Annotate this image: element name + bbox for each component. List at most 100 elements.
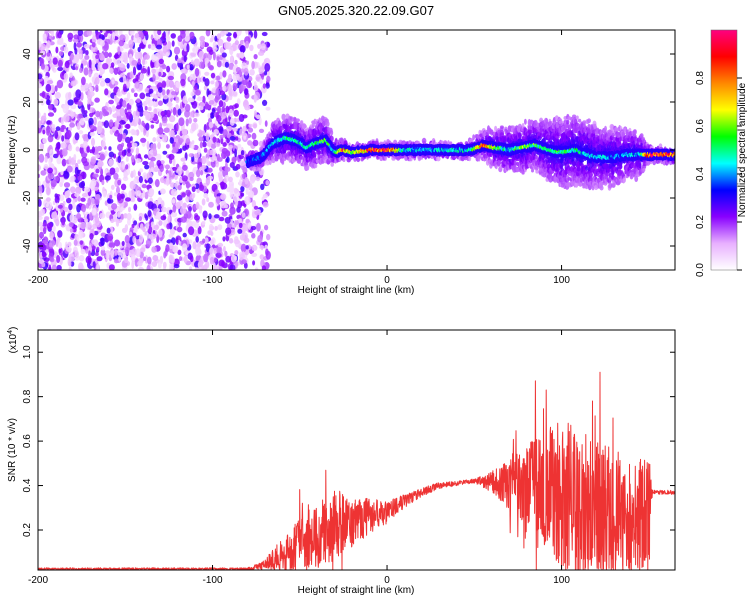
spectrogram-noise-mark xyxy=(238,84,244,93)
spectrogram-noise-mark xyxy=(189,176,194,182)
spectrogram-noise-mark xyxy=(107,233,114,242)
spectrogram-noise-mark xyxy=(156,211,160,220)
spectrogram-noise-mark xyxy=(224,61,229,68)
spectrogram-noise-mark xyxy=(185,104,191,112)
spectrogram-noise-mark xyxy=(215,87,220,97)
spectrogram-noise-mark xyxy=(150,124,155,129)
spectrogram-noise-mark xyxy=(144,191,149,200)
spectrogram-noise-mark xyxy=(91,66,97,71)
spectrogram-noise-mark xyxy=(89,112,94,118)
spectrogram-noise-mark xyxy=(258,128,265,133)
spectrogram-noise-mark xyxy=(210,72,216,79)
spectrogram-noise-mark xyxy=(151,68,157,74)
spectrogram-noise-mark xyxy=(166,223,171,230)
spectrogram-noise-mark xyxy=(233,188,239,194)
spectrogram-noise-mark xyxy=(188,153,194,158)
spectrogram-noise-mark xyxy=(52,200,56,206)
spectrogram-noise-mark xyxy=(142,161,149,166)
spectrogram-noise-mark xyxy=(126,142,133,148)
spectrogram-noise-mark xyxy=(158,220,163,226)
spectrogram-noise-mark xyxy=(234,40,239,46)
spectrogram-noise-mark xyxy=(151,261,158,267)
spectrogram-noise-mark xyxy=(234,59,238,65)
spectrogram-noise-mark xyxy=(217,224,223,231)
spectrogram-noise-mark xyxy=(48,248,55,254)
spectrogram-noise-mark xyxy=(209,256,215,265)
spectrogram-halo-mark xyxy=(306,164,310,171)
spectrogram-noise-mark xyxy=(113,172,119,180)
spectrogram-noise-mark xyxy=(137,46,141,53)
spectrogram-noise-mark xyxy=(137,260,143,267)
spectrogram-noise-mark xyxy=(92,261,96,269)
spectrogram-noise-mark xyxy=(158,71,162,77)
spectrogram-noise-mark xyxy=(120,213,124,220)
spectrogram-noise-mark xyxy=(161,80,167,88)
spectrogram-noise-mark xyxy=(57,32,62,39)
spectrogram-noise-mark xyxy=(101,140,106,148)
spectrogram-noise-mark xyxy=(225,227,232,235)
spectrogram-noise-mark xyxy=(228,176,233,182)
spectrogram-noise-mark xyxy=(240,192,245,197)
spectrogram-noise-mark xyxy=(181,175,188,182)
spectrogram-noise-mark xyxy=(124,235,130,244)
spectrogram-noise-mark xyxy=(104,77,111,84)
spectrogram-noise-mark xyxy=(219,181,226,187)
spectrogram-noise-mark xyxy=(262,193,268,199)
spectrogram-noise-mark xyxy=(99,80,106,87)
spectrogram-halo-mark xyxy=(517,132,522,139)
spectrogram-noise-mark xyxy=(251,132,257,140)
spectrogram-noise-mark xyxy=(73,239,78,246)
spectrogram-noise-mark xyxy=(264,63,271,72)
spectrogram-noise-mark xyxy=(111,203,118,210)
spectrogram-noise-mark xyxy=(60,170,64,176)
spectrogram-noise-mark xyxy=(95,220,102,228)
spectrogram-noise-mark xyxy=(159,164,164,173)
spectrogram-noise-mark xyxy=(150,43,156,51)
spectrogram-noise-mark xyxy=(104,88,109,96)
spectrogram-noise-mark xyxy=(52,57,58,65)
spectrogram-noise-mark xyxy=(154,179,160,188)
spectrogram-noise-mark xyxy=(193,118,198,123)
spectrogram-noise-mark xyxy=(142,192,146,198)
spectrogram-noise-mark xyxy=(235,163,241,170)
spectrogram-noise-mark xyxy=(95,87,99,93)
spectrogram-noise-mark xyxy=(158,86,163,93)
spectrogram-noise-mark xyxy=(67,99,74,106)
spectrogram-noise-mark xyxy=(222,70,227,78)
spectrogram-noise-mark xyxy=(173,46,181,55)
spectrogram-noise-mark xyxy=(76,42,83,48)
spectrogram-noise-mark xyxy=(130,136,133,141)
spectrogram-noise-mark xyxy=(59,194,65,202)
spectrogram-noise-mark xyxy=(61,135,65,142)
spectrogram-noise-mark xyxy=(246,81,253,89)
spectrogram-noise-mark xyxy=(88,250,91,259)
spectrogram-noise-mark xyxy=(265,106,271,111)
spectrogram-noise-mark xyxy=(251,252,258,257)
spectrogram-noise-mark xyxy=(79,118,85,126)
spectrogram-noise-mark xyxy=(162,94,169,100)
spectrogram-noise-mark xyxy=(126,152,132,157)
spectrogram-noise-mark xyxy=(233,109,239,117)
spectrogram-noise-mark xyxy=(210,80,215,85)
spectrogram-noise-mark xyxy=(246,60,250,65)
spectrogram-noise-mark xyxy=(170,182,176,188)
spectrogram-noise-mark xyxy=(166,173,170,180)
spectrogram-noise-mark xyxy=(103,120,110,129)
spectrogram-noise-mark xyxy=(38,148,41,153)
spectrogram-noise-mark xyxy=(38,153,45,163)
spectrogram-noise-mark xyxy=(125,197,131,202)
spectrogram-noise-mark xyxy=(201,265,205,270)
spectrogram-noise-mark xyxy=(64,139,70,144)
spectrogram-noise-mark xyxy=(68,261,72,267)
spectrogram-noise-mark xyxy=(70,104,77,110)
spectrogram-noise-mark xyxy=(58,248,62,253)
spectrogram-noise-mark xyxy=(172,204,177,213)
spectrogram-noise-mark xyxy=(143,30,149,36)
spectrogram-noise-mark xyxy=(205,133,210,142)
spectrogram-noise-mark xyxy=(80,197,86,202)
spectrogram-noise-mark xyxy=(46,222,53,230)
spectrogram-noise-mark xyxy=(100,249,106,256)
spectrogram-noise-mark xyxy=(216,60,222,68)
spectrogram-noise-mark xyxy=(158,229,163,238)
spectrogram-noise-mark xyxy=(63,46,69,54)
